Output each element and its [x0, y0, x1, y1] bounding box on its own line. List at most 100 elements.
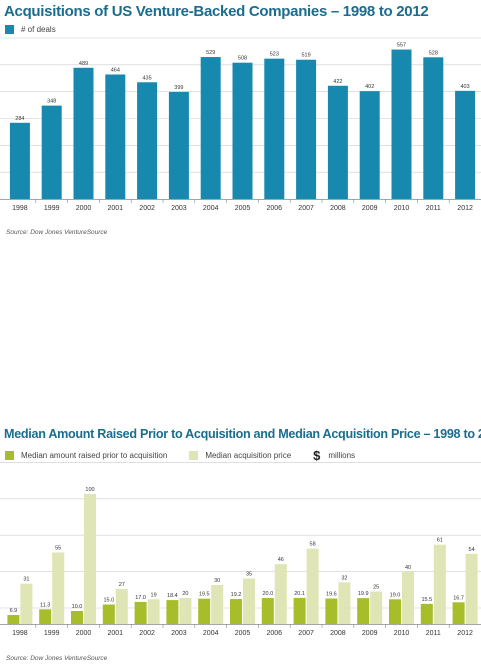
value-label-raised-2000: 10.0 [72, 604, 83, 610]
legend-swatch-raised [5, 451, 14, 460]
bar-raised-2008 [325, 598, 338, 624]
bar-raised-1998 [7, 615, 20, 624]
bar-deals-2004 [200, 57, 221, 199]
value-label-raised-2002: 17.0 [135, 595, 146, 601]
x-tick-label-2012: 2012 [457, 630, 473, 637]
value-label-price-2009: 25 [373, 585, 379, 591]
x-tick-label-1998: 1998 [12, 205, 28, 212]
value-label-raised-2001: 15.0 [103, 598, 114, 604]
value-label-price-2012: 54 [469, 547, 475, 553]
legend-swatch-price [189, 451, 199, 460]
value-label-deals-2006: 523 [270, 52, 279, 58]
bar-price-2004 [211, 585, 224, 624]
chart1-plot: 284 1998 348 1999 489 2000 464 2001 435 2002 399 20… [0, 37, 481, 212]
value-label-raised-2012: 16.7 [453, 595, 464, 601]
value-label-price-2004: 30 [214, 578, 220, 584]
bar-raised-2001 [102, 604, 115, 624]
value-label-price-2011: 61 [437, 538, 443, 544]
bar-raised-2003 [166, 600, 179, 624]
x-tick-label-2002: 2002 [139, 205, 155, 212]
x-tick-label-1999: 1999 [44, 630, 60, 637]
bar-price-2007 [306, 548, 319, 624]
x-tick-label-2000: 2000 [76, 205, 92, 212]
x-tick-label-2012: 2012 [457, 205, 473, 212]
bar-price-2009 [370, 591, 383, 624]
x-tick-label-2011: 2011 [426, 630, 441, 637]
bar-raised-2007 [293, 597, 306, 624]
value-label-deals-2002: 435 [143, 75, 152, 81]
bar-raised-2009 [357, 598, 370, 624]
x-tick-label-2006: 2006 [267, 205, 283, 212]
legend-label-raised: Median amount raised prior to acquisitio… [21, 451, 168, 460]
value-label-price-2010: 40 [405, 565, 411, 571]
bar-deals-2010 [391, 49, 412, 200]
bar-price-2011 [433, 544, 446, 624]
value-label-raised-2003: 18.4 [167, 593, 178, 599]
value-label-deals-2000: 489 [79, 61, 88, 67]
x-tick-label-2005: 2005 [235, 205, 251, 212]
bar-raised-2012 [452, 602, 465, 624]
x-tick-label-1999: 1999 [44, 205, 60, 212]
bar-raised-2011 [420, 603, 433, 624]
x-tick-label-2009: 2009 [362, 630, 378, 637]
value-label-deals-2009: 402 [365, 84, 374, 90]
x-tick-label-2007: 2007 [298, 630, 314, 637]
value-label-raised-2004: 19.5 [199, 592, 210, 598]
bar-price-2005 [243, 578, 255, 624]
value-label-raised-2006: 20.0 [262, 591, 273, 597]
value-label-deals-2008: 422 [333, 79, 342, 85]
dollar-icon: $ [313, 448, 321, 463]
legend-item-raised: Median amount raised prior to acquisitio… [5, 451, 167, 460]
bar-deals-2007 [296, 59, 317, 199]
bar-price-1998 [20, 583, 33, 624]
value-label-raised-2007: 20.1 [294, 591, 305, 597]
bar-price-2002 [147, 599, 160, 624]
value-label-raised-1998: 6.9 [10, 608, 18, 614]
value-label-price-2007: 58 [310, 542, 316, 548]
x-tick-label-2004: 2004 [203, 205, 219, 212]
value-label-price-1999: 55 [55, 546, 61, 552]
x-tick-label-2007: 2007 [298, 205, 314, 212]
x-tick-label-2010: 2010 [394, 630, 410, 637]
value-label-price-2003: 20 [182, 591, 188, 597]
legend-item-deals: # of deals [5, 25, 56, 34]
x-tick-label-2002: 2002 [139, 630, 155, 637]
legend-item-price: Median acquisition price [189, 451, 291, 460]
bar-deals-2002 [137, 82, 158, 199]
value-label-price-2001: 27 [119, 582, 125, 588]
value-label-price-2000: 100 [85, 487, 94, 493]
bar-deals-2000 [73, 67, 94, 199]
bar-raised-2002 [134, 601, 147, 624]
value-label-price-2008: 32 [341, 575, 347, 581]
value-label-price-2002: 19 [151, 592, 157, 598]
bar-price-2008 [338, 582, 351, 624]
x-tick-label-2001: 2001 [108, 630, 124, 637]
chart2-legend: Median amount raised prior to acquisitio… [5, 448, 377, 463]
legend-label-unit: millions [328, 451, 356, 460]
legend-item-unit: $ millions [313, 448, 355, 463]
bar-raised-2000 [71, 611, 83, 624]
value-label-deals-1998: 284 [15, 116, 24, 122]
bar-price-2010 [402, 572, 414, 624]
value-label-deals-2011: 528 [429, 50, 438, 56]
value-label-deals-2010: 557 [397, 43, 406, 49]
x-tick-label-1998: 1998 [12, 630, 28, 637]
x-tick-label-2003: 2003 [171, 630, 187, 637]
value-label-deals-2001: 464 [111, 67, 120, 73]
bar-deals-2006 [264, 58, 285, 199]
value-label-raised-2011: 15.5 [421, 597, 432, 603]
value-label-raised-2005: 19.2 [231, 592, 242, 598]
x-tick-label-2008: 2008 [330, 205, 346, 212]
bar-price-2000 [84, 494, 96, 624]
value-label-price-1998: 31 [23, 577, 29, 583]
bar-raised-2006 [261, 598, 274, 624]
bar-raised-2004 [198, 598, 211, 624]
chart2-title: Median Amount Raised Prior to Acquisitio… [4, 427, 481, 441]
x-tick-label-2001: 2001 [108, 205, 124, 212]
x-tick-label-2009: 2009 [362, 205, 378, 212]
value-label-raised-2010: 19.0 [390, 592, 401, 598]
bar-deals-2012 [455, 90, 476, 199]
value-label-deals-1999: 348 [47, 99, 56, 105]
bar-raised-2005 [230, 599, 242, 624]
x-tick-label-2010: 2010 [394, 205, 410, 212]
